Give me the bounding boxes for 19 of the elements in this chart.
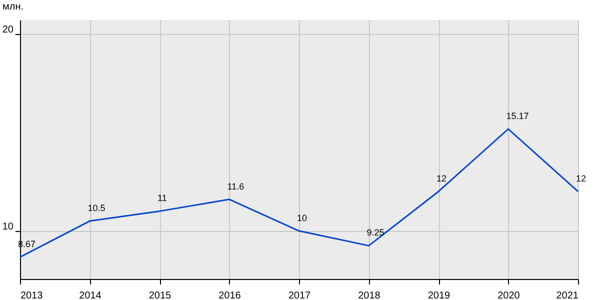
x-tick-label: 2019 (428, 290, 451, 300)
data-label: 11 (158, 193, 167, 204)
x-tick-label: 2017 (288, 290, 312, 300)
data-label: 9.25 (366, 228, 384, 238)
x-tick-label: 2021 (556, 290, 579, 300)
x-tick-label: 2013 (20, 290, 44, 300)
data-label: 10 (297, 212, 308, 223)
y-tick-label: 20 (2, 24, 14, 36)
data-label: 15.17 (506, 111, 529, 121)
data-label: 10.5 (88, 203, 106, 214)
x-tick-label: 2016 (218, 290, 242, 300)
data-label: 11.6 (227, 181, 244, 192)
x-tick-label: 2014 (79, 290, 102, 300)
x-tick-label: 2018 (358, 290, 381, 300)
data-label: 12 (576, 173, 586, 184)
x-tick-label: 2015 (148, 290, 172, 300)
data-label: 12 (436, 173, 447, 184)
y-axis-title: млн. (2, 2, 24, 12)
x-tick-label: 2020 (498, 290, 520, 300)
